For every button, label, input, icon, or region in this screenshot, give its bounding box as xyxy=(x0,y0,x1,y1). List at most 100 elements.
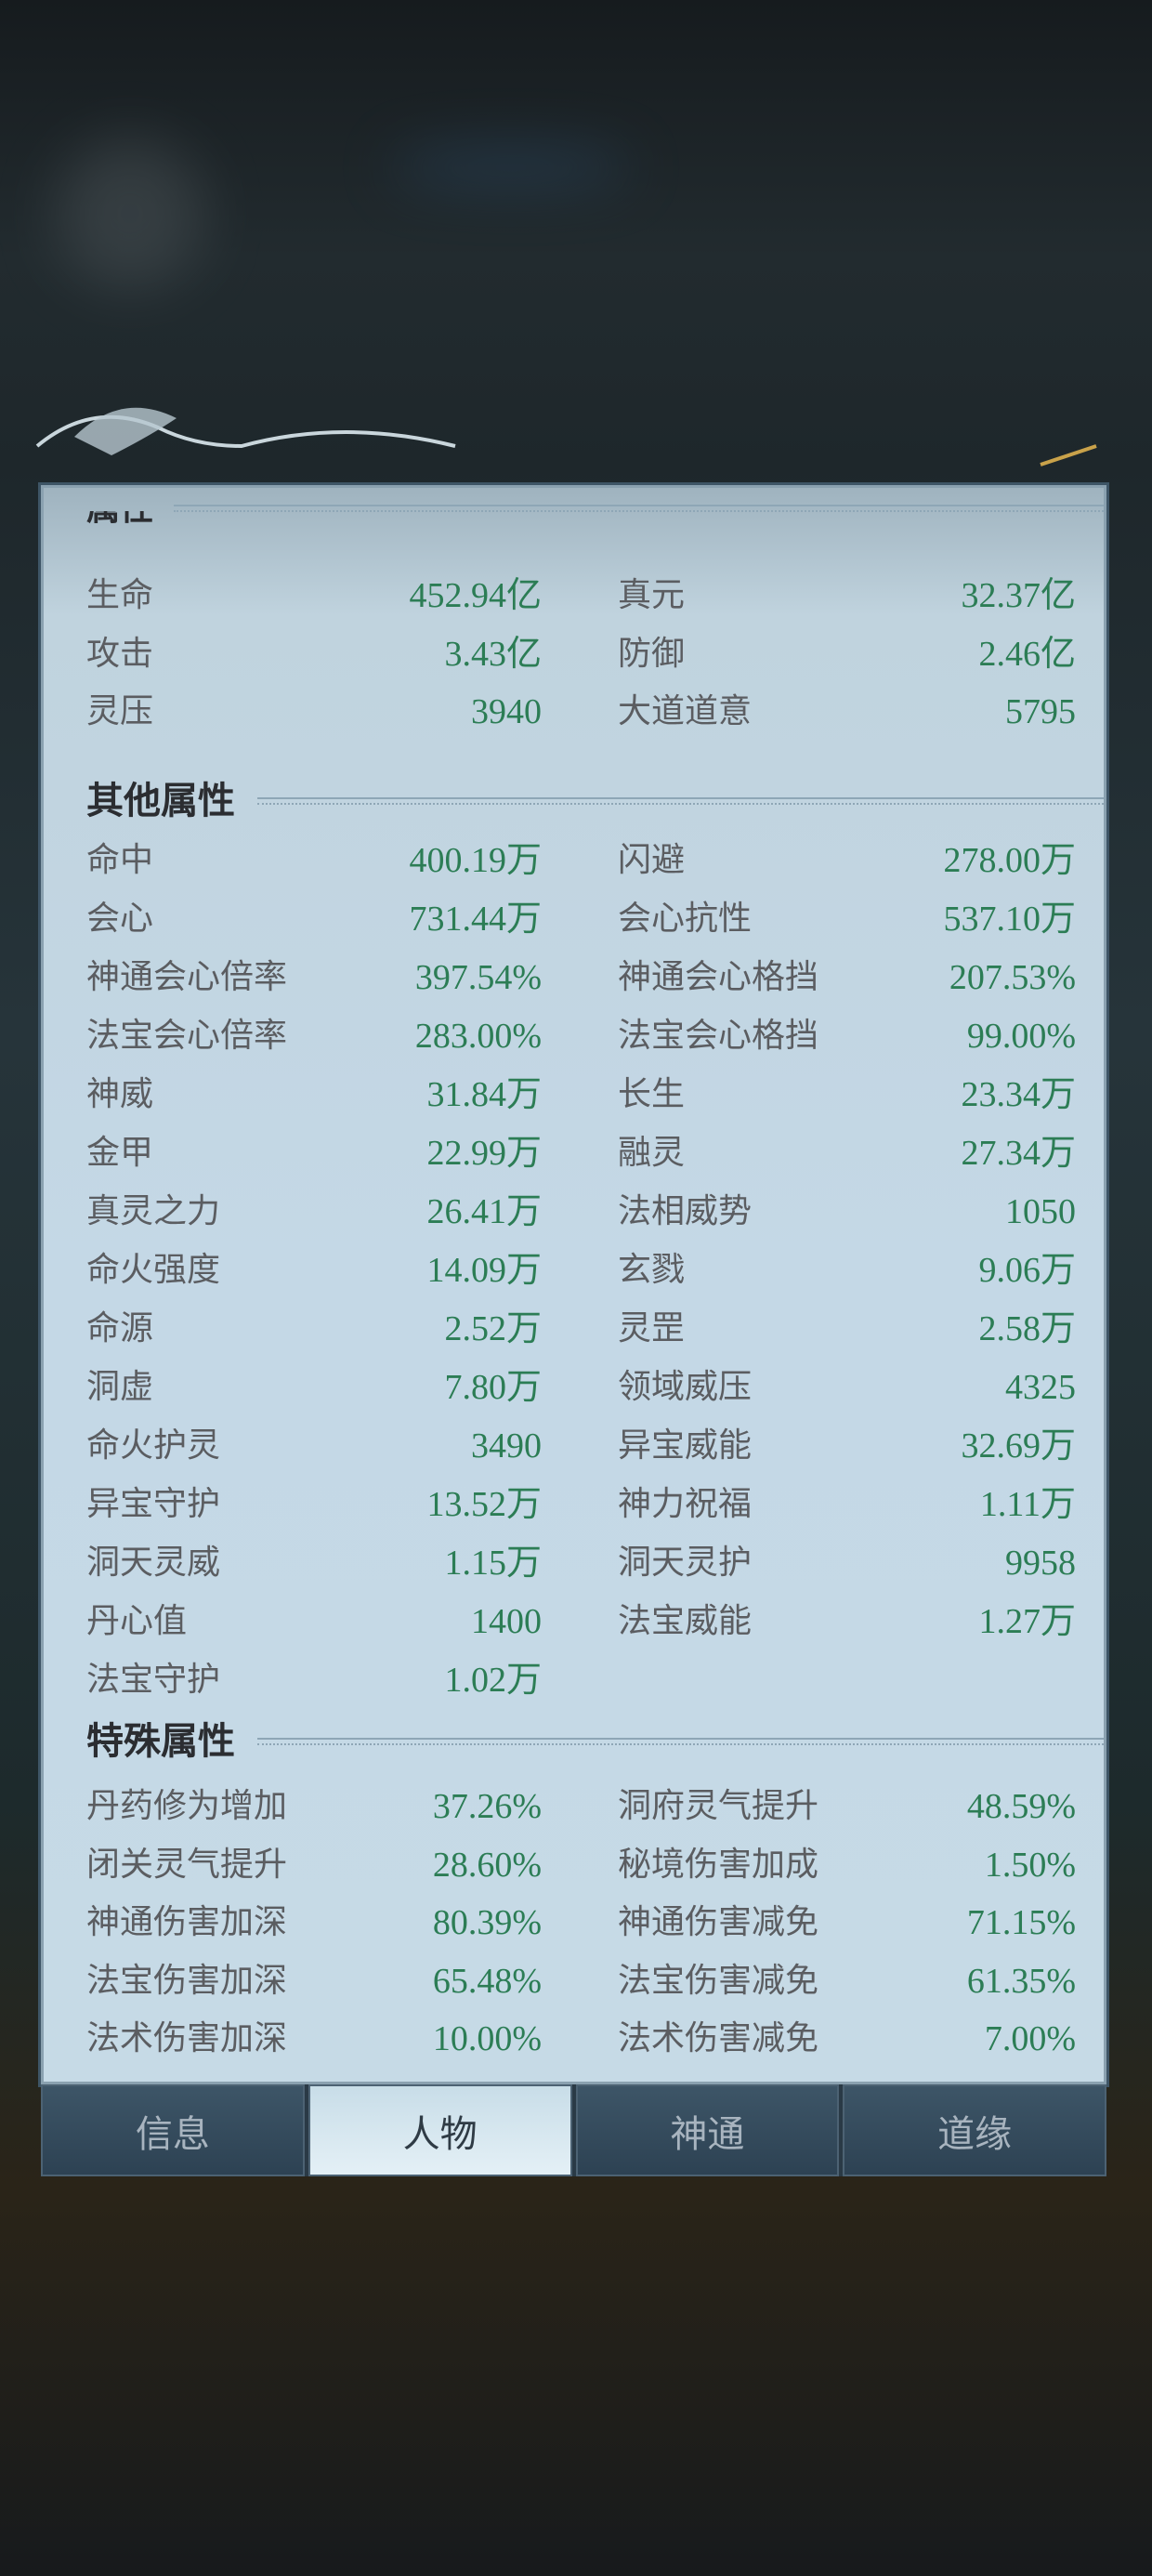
attribute-row: 攻击 3.43亿 防御 2.46亿 xyxy=(44,625,1104,683)
attribute-label: 异宝守护 xyxy=(86,1485,221,1523)
attribute-row: 真灵之力 26.41万 法相威势 1050 xyxy=(44,1183,1104,1241)
attribute-row: 金甲 22.99万 融灵 27.34万 xyxy=(44,1124,1104,1182)
special-section-title: 特殊属性 xyxy=(86,1719,235,1763)
attribute-value: 37.26% xyxy=(432,1787,542,1826)
attribute-label: 命火强度 xyxy=(86,1251,221,1289)
attribute-label: 会心 xyxy=(86,900,154,938)
attribute-value: 99.00% xyxy=(966,1017,1076,1056)
attribute-value: 537.10万 xyxy=(943,900,1076,939)
attribute-value: 22.99万 xyxy=(426,1134,542,1173)
attribute-row: 法宝会心倍率 283.00% 法宝会心格挡 99.00% xyxy=(44,1007,1104,1065)
attribute-row: 命火强度 14.09万 玄戮 9.06万 xyxy=(44,1242,1104,1299)
attribute-label: 神力祝福 xyxy=(618,1485,753,1523)
attributes-panel: 属性 生命 452.94亿 真元 32.37亿 攻击 3.43亿 防御 2.46亿 灵压 3940 大… xyxy=(41,485,1106,2084)
attribute-label: 丹药修为增加 xyxy=(86,1787,288,1825)
attribute-value: 32.37亿 xyxy=(961,576,1076,615)
attribute-value: 71.15% xyxy=(966,1903,1076,1942)
attribute-row: 命源 2.52万 灵罡 2.58万 xyxy=(44,1300,1104,1358)
section-divider xyxy=(174,505,1104,512)
dragon-ornament-icon xyxy=(35,407,1097,467)
attribute-label: 金甲 xyxy=(86,1134,154,1172)
blurred-name-bar xyxy=(390,149,632,186)
attribute-label: 命火护灵 xyxy=(86,1426,221,1465)
attribute-row: 命中 400.19万 闪避 278.00万 xyxy=(44,832,1104,889)
attribute-value: 9.06万 xyxy=(978,1251,1076,1290)
attribute-value: 2.46亿 xyxy=(978,634,1076,674)
attribute-value: 3940 xyxy=(471,692,542,731)
attribute-label: 洞天灵护 xyxy=(618,1544,753,1582)
attribute-label: 法宝伤害减免 xyxy=(618,1961,819,2000)
attribute-label: 玄戮 xyxy=(618,1251,686,1289)
attribute-value: 3490 xyxy=(471,1426,542,1465)
attribute-value: 207.53% xyxy=(949,958,1076,997)
attribute-label: 法相威势 xyxy=(618,1192,753,1230)
attribute-value: 397.54% xyxy=(414,958,542,997)
attribute-value: 32.69万 xyxy=(961,1426,1076,1465)
attribute-row: 神通伤害加深 80.39% 神通伤害减免 71.15% xyxy=(44,1894,1104,1952)
tab-fate[interactable]: 道缘 xyxy=(843,2084,1106,2176)
attribute-label: 防御 xyxy=(618,634,686,673)
attribute-value: 283.00% xyxy=(414,1017,542,1056)
attribute-value: 14.09万 xyxy=(426,1251,542,1290)
attribute-value: 2.52万 xyxy=(444,1309,542,1348)
blurred-avatar xyxy=(56,139,204,288)
attribute-value: 1.11万 xyxy=(979,1485,1076,1524)
section-divider xyxy=(257,797,1104,805)
attribute-value: 1.27万 xyxy=(978,1602,1076,1641)
attribute-row: 洞天灵威 1.15万 洞天灵护 9958 xyxy=(44,1534,1104,1592)
attribute-value: 13.52万 xyxy=(426,1485,542,1524)
attribute-value: 48.59% xyxy=(966,1787,1076,1826)
tab-info[interactable]: 信息 xyxy=(41,2084,305,2176)
attribute-value: 10.00% xyxy=(432,2019,542,2058)
attribute-label: 神通会心格挡 xyxy=(618,958,819,996)
attribute-value: 26.41万 xyxy=(426,1192,542,1231)
attribute-row: 神威 31.84万 长生 23.34万 xyxy=(44,1066,1104,1124)
attribute-row: 丹药修为增加 37.26% 洞府灵气提升 48.59% xyxy=(44,1778,1104,1835)
attribute-value: 1.02万 xyxy=(444,1661,542,1700)
other-section-title: 其他属性 xyxy=(86,779,235,822)
attribute-value: 31.84万 xyxy=(426,1075,542,1114)
attribute-value: 1050 xyxy=(1005,1192,1076,1231)
attribute-row: 法术伤害加深 10.00% 法术伤害减免 7.00% xyxy=(44,2010,1104,2068)
attribute-value: 1.50% xyxy=(984,1845,1076,1885)
attribute-label: 领域威压 xyxy=(618,1368,753,1406)
tab-character[interactable]: 人物 xyxy=(308,2084,572,2176)
attribute-label: 法宝威能 xyxy=(618,1602,753,1640)
tab-skills[interactable]: 神通 xyxy=(575,2084,840,2176)
attribute-value: 61.35% xyxy=(966,1961,1076,2001)
basic-section-title: 属性 xyxy=(86,489,154,528)
attribute-row: 法宝守护 1.02万 xyxy=(44,1651,1104,1709)
attribute-label: 神通伤害减免 xyxy=(618,1903,819,1941)
attribute-value: 23.34万 xyxy=(961,1075,1076,1114)
attribute-label: 真灵之力 xyxy=(86,1192,221,1230)
attribute-label: 闭关灵气提升 xyxy=(86,1845,288,1884)
attribute-row: 会心 731.44万 会心抗性 537.10万 xyxy=(44,890,1104,948)
attribute-label: 神通伤害加深 xyxy=(86,1903,288,1941)
attribute-label: 法宝会心倍率 xyxy=(86,1017,288,1055)
attribute-value: 7.80万 xyxy=(444,1368,542,1407)
attribute-value: 65.48% xyxy=(432,1961,542,2001)
tab-bar: 信息 人物 神通 道缘 xyxy=(41,2084,1106,2176)
attribute-label: 异宝威能 xyxy=(618,1426,753,1465)
attribute-value: 3.43亿 xyxy=(444,634,542,674)
section-divider xyxy=(257,1738,1104,1745)
attribute-value: 2.58万 xyxy=(978,1309,1076,1348)
attribute-row: 灵压 3940 大道道意 5795 xyxy=(44,683,1104,741)
attribute-label: 灵压 xyxy=(86,692,154,730)
attribute-label: 会心抗性 xyxy=(618,900,753,938)
attribute-value: 4325 xyxy=(1005,1368,1076,1407)
attribute-label: 法术伤害加深 xyxy=(86,2019,288,2057)
attribute-value: 1.15万 xyxy=(444,1544,542,1583)
attribute-label: 长生 xyxy=(618,1075,686,1113)
attribute-row: 法宝伤害加深 65.48% 法宝伤害减免 61.35% xyxy=(44,1952,1104,2010)
attribute-label: 法宝守护 xyxy=(86,1661,221,1699)
attribute-label: 融灵 xyxy=(618,1134,686,1172)
attribute-value: 400.19万 xyxy=(409,841,542,880)
attribute-value: 28.60% xyxy=(432,1845,542,1885)
attribute-label: 闪避 xyxy=(618,841,686,879)
attribute-label: 真元 xyxy=(618,576,686,614)
attribute-row: 生命 452.94亿 真元 32.37亿 xyxy=(44,567,1104,624)
attribute-value: 1400 xyxy=(471,1602,542,1641)
attribute-label: 秘境伤害加成 xyxy=(618,1845,819,1884)
attribute-row: 闭关灵气提升 28.60% 秘境伤害加成 1.50% xyxy=(44,1836,1104,1894)
